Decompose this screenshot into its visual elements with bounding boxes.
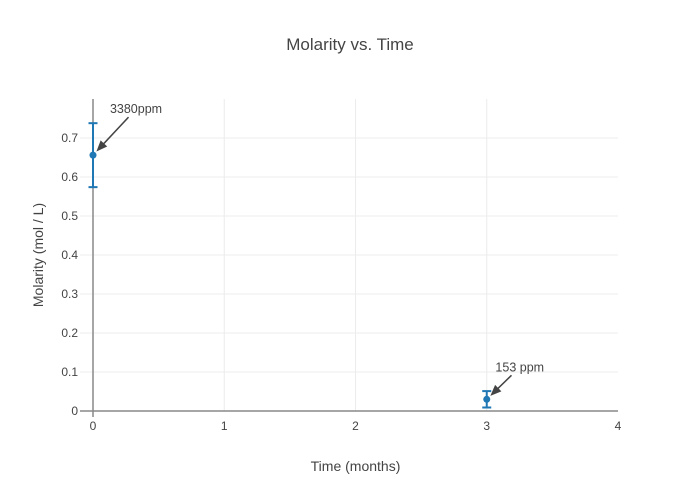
x-axis-title: Time (months): [310, 458, 401, 474]
data-point: [482, 390, 492, 409]
y-tick-label: 0.3: [61, 287, 78, 301]
y-axis-title: Molarity (mol / L): [30, 202, 46, 308]
chart-title: Molarity vs. Time: [286, 35, 414, 54]
x-tick-label: 1: [221, 419, 228, 433]
x-tick-label: 0: [90, 419, 97, 433]
annotations-layer: 3380ppm 153 ppm: [96, 102, 544, 396]
annotation: 153 ppm: [490, 360, 544, 396]
annotation-label: 153 ppm: [495, 360, 544, 374]
data-point-marker[interactable]: [89, 151, 97, 159]
y-tick-label: 0.7: [61, 131, 78, 145]
y-tick-label: 0.5: [61, 209, 78, 223]
data-point: [88, 122, 98, 189]
x-tick-label: 4: [615, 419, 622, 433]
x-tick-label: 2: [352, 419, 359, 433]
annotation-arrow: [102, 116, 130, 146]
data-point-marker[interactable]: [483, 395, 491, 403]
annotation-arrowhead: [490, 384, 502, 396]
y-tick-label: 0.1: [61, 365, 78, 379]
series-layer: [88, 122, 492, 409]
annotation-label: 3380ppm: [110, 102, 162, 116]
y-tick-label: 0.4: [61, 248, 78, 262]
y-tick-label: 0: [71, 404, 78, 418]
annotation-arrow: [496, 374, 513, 391]
y-tick-label: 0.6: [61, 170, 78, 184]
x-tick-label: 3: [483, 419, 490, 433]
annotation-arrowhead: [96, 140, 108, 152]
tick-labels-layer: 0 0.1 0.2 0.3 0.4 0.5 0.6 0.7 0 1 2 3 4: [61, 131, 621, 433]
annotation: 3380ppm: [96, 102, 162, 152]
y-tick-label: 0.2: [61, 326, 78, 340]
gridlines-layer: [80, 99, 618, 411]
